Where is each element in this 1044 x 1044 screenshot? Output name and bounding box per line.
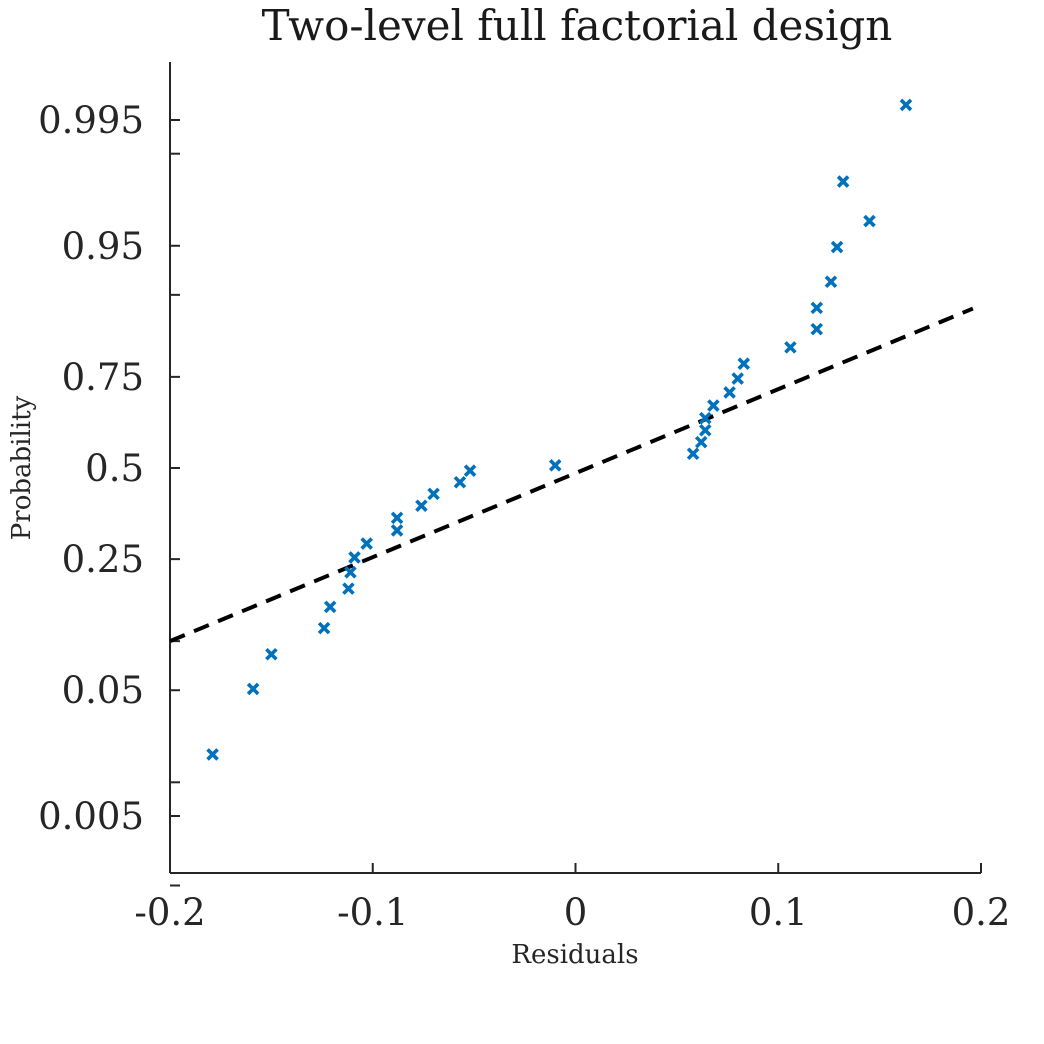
- data-point: [899, 98, 913, 112]
- data-point: [360, 537, 373, 550]
- chart-title: Two-level full factorial design: [262, 1, 893, 50]
- x-tick-label: 0.1: [749, 891, 808, 934]
- data-point: [707, 399, 720, 412]
- x-tick-label: -0.2: [134, 891, 205, 934]
- data-point: [344, 566, 357, 579]
- y-axis-ticks: 0.005 0.05 0.25 0.5 0.75 0.95 0.995: [38, 99, 180, 887]
- x-tick-label: 0: [564, 891, 588, 934]
- y-tick-label: 0.995: [38, 99, 144, 142]
- data-point: [784, 341, 797, 354]
- data-point: [810, 322, 824, 336]
- y-tick-label: 0.75: [62, 356, 144, 399]
- y-tick-label: 0.005: [38, 795, 144, 838]
- data-point: [415, 499, 428, 513]
- data-point: [863, 214, 876, 228]
- data-point: [390, 524, 404, 537]
- data-point: [698, 423, 712, 437]
- data-point: [548, 459, 562, 472]
- data-point: [824, 275, 838, 289]
- data-point: [390, 511, 404, 525]
- y-axis-label: Probability: [7, 395, 37, 540]
- data-point: [206, 748, 219, 761]
- data-point: [686, 447, 700, 461]
- y-tick-label: 0.25: [62, 538, 144, 581]
- data-point: [830, 240, 844, 254]
- data-point: [731, 372, 744, 385]
- data-point: [348, 551, 361, 564]
- data-point: [694, 435, 708, 449]
- x-tick-label: 0.2: [952, 891, 1011, 934]
- data-point: [323, 600, 337, 614]
- data-point: [342, 582, 355, 595]
- data-point: [265, 647, 278, 661]
- y-tick-label: 0.95: [62, 225, 144, 268]
- data-point: [463, 464, 477, 477]
- plot-area: 0.005 0.05 0.25 0.5 0.75 0.95 0.995 -0.2 -0.1 0 0…: [38, 62, 1010, 934]
- reference-line: [169, 306, 974, 643]
- y-tick-label: 0.05: [62, 669, 144, 712]
- data-point: [698, 411, 712, 425]
- data-point: [246, 682, 260, 696]
- y-tick-label: 0.5: [85, 447, 144, 490]
- data-point: [723, 386, 736, 399]
- data-point: [453, 475, 467, 489]
- data-point: [810, 301, 824, 315]
- data-point: [427, 487, 440, 501]
- data-point: [836, 175, 850, 188]
- x-tick-label: -0.1: [337, 891, 408, 934]
- data-point: [317, 621, 331, 635]
- x-axis-ticks: -0.2 -0.1 0 0.1 0.2: [134, 863, 1010, 934]
- data-markers: [206, 98, 913, 761]
- data-point: [737, 357, 751, 370]
- x-axis-label: Residuals: [511, 940, 638, 970]
